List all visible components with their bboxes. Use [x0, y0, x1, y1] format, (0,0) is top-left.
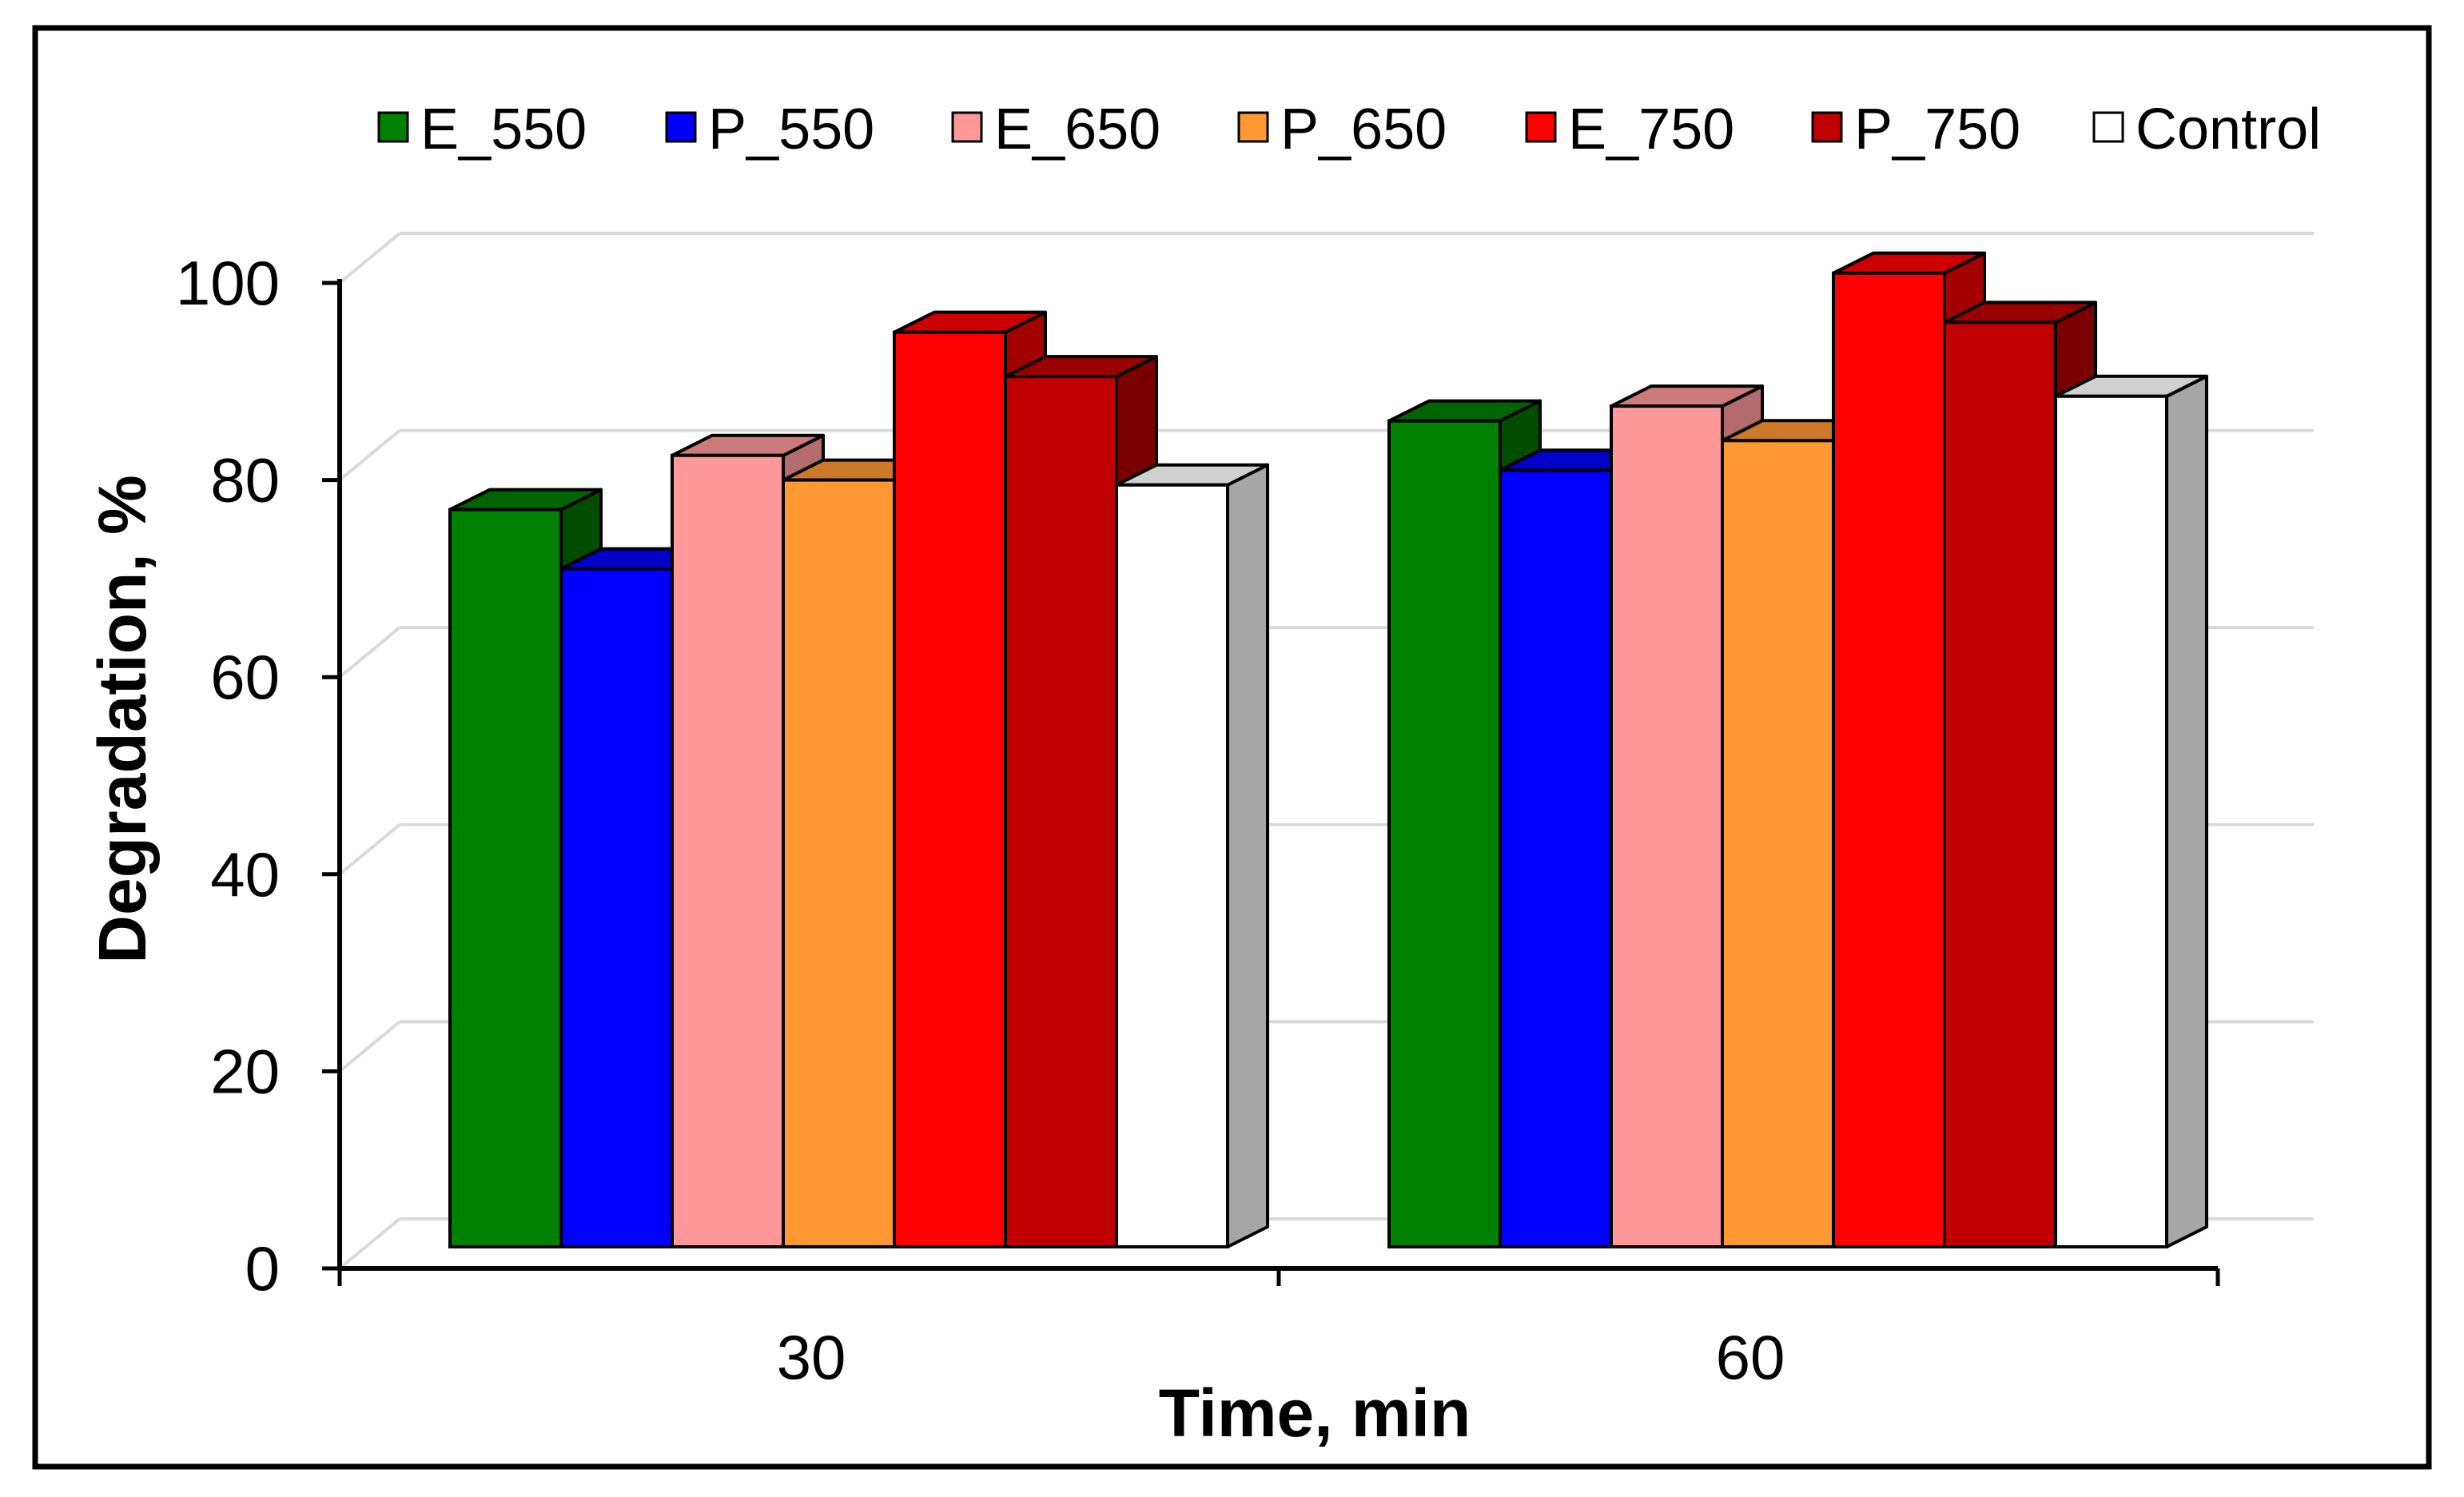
legend-item-P_650: P_650	[1237, 98, 1447, 161]
bar-Control-60	[2054, 374, 2208, 1248]
gridline-diagonal-5	[338, 232, 401, 285]
bar-front-P_550-30	[559, 567, 674, 1248]
gridline-diagonal-0	[338, 1217, 401, 1270]
y-tick-label-1: 20	[210, 1036, 280, 1106]
legend-swatch-P_550	[665, 111, 697, 143]
gridline-diagonal-2	[338, 823, 401, 876]
bar-front-P_650-30	[782, 478, 896, 1248]
legend-label-P_750: P_750	[1854, 98, 2020, 161]
legend-swatch-E_550	[377, 111, 409, 143]
bar-front-E_650-60	[1610, 404, 1724, 1248]
bar-front-E_550-60	[1387, 419, 1502, 1248]
bar-Control-30	[1115, 463, 1269, 1248]
legend-swatch-Control	[2092, 111, 2124, 143]
legend-item-E_650: E_650	[951, 98, 1160, 161]
legend-label-Control: Control	[2136, 98, 2321, 161]
x-tick-label-0: 30	[777, 1322, 846, 1392]
y-axis-label: Degradation, %	[85, 475, 160, 963]
bar-side-Control-30	[1226, 463, 1269, 1248]
bar-front-Control-60	[2054, 394, 2168, 1248]
legend-item-P_550: P_550	[665, 98, 874, 161]
legend-item-P_750: P_750	[1811, 98, 2020, 161]
bar-P_650-60	[1721, 419, 1875, 1248]
legend-label-P_550: P_550	[708, 98, 874, 161]
y-tick-label-3: 60	[210, 642, 280, 712]
legend-label-E_650: E_650	[994, 98, 1160, 161]
bar-front-P_650-60	[1721, 439, 1835, 1248]
legend-item-E_550: E_550	[377, 98, 587, 161]
bar-front-E_750-60	[1832, 271, 1946, 1248]
axes	[322, 279, 2220, 1286]
legend-label-P_650: P_650	[1280, 98, 1447, 161]
legend-item-Control: Control	[2092, 98, 2321, 161]
gridline-diagonal-4	[338, 429, 401, 482]
tick-labels: 0 20 40 60 80 100 30 60	[176, 248, 1785, 1392]
legend-swatch-P_750	[1811, 111, 1843, 143]
x-tick-label-1: 60	[1716, 1322, 1785, 1392]
bar-front-P_750-30	[1004, 375, 1118, 1248]
bar-front-E_550-30	[448, 508, 563, 1248]
bar-front-E_650-30	[671, 453, 785, 1248]
gridline-diagonal-1	[338, 1020, 401, 1073]
y-tick-label-4: 80	[210, 445, 280, 516]
legend-item-E_750: E_750	[1525, 98, 1734, 161]
legend-swatch-E_750	[1525, 111, 1557, 143]
y-tick-label-0: 0	[245, 1233, 280, 1304]
bar-front-P_750-60	[1943, 321, 2057, 1249]
bar-front-Control-30	[1115, 483, 1229, 1248]
legend: E_550 P_550 E_650 P_650 E_750 P_750 Control	[377, 98, 2321, 161]
bar-side-Control-60	[2165, 374, 2208, 1248]
bar-front-P_550-60	[1499, 468, 1613, 1248]
legend-label-E_550: E_550	[420, 98, 587, 161]
x-axis-label: Time, min	[1159, 1376, 1471, 1451]
gridline-diagonal-3	[338, 626, 401, 679]
y-tick-label-2: 40	[210, 839, 280, 910]
bar-front-E_750-30	[893, 330, 1007, 1248]
legend-label-E_750: E_750	[1568, 98, 1734, 161]
y-tick-label-5: 100	[176, 248, 280, 318]
bars	[448, 251, 2208, 1249]
legend-swatch-P_650	[1237, 111, 1269, 143]
legend-swatch-E_650	[951, 111, 983, 143]
